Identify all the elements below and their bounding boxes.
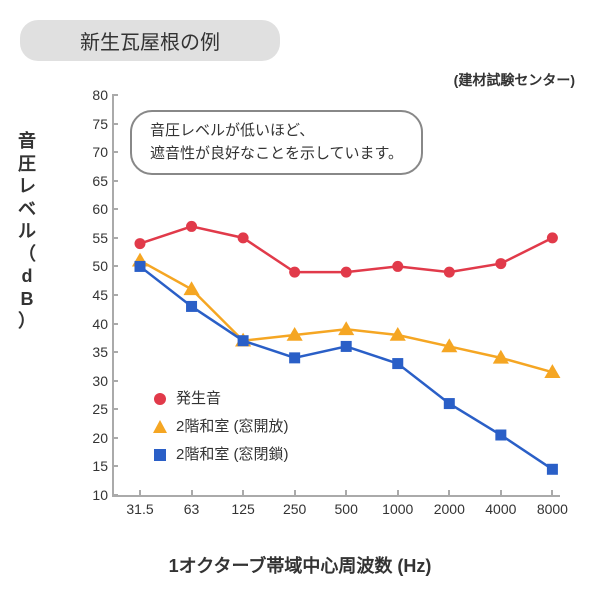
legend-marker — [150, 442, 170, 468]
ytick-label: 80 — [78, 87, 108, 103]
callout-line1: 音圧レベルが低いほど、 — [150, 122, 314, 139]
series-marker — [338, 321, 354, 335]
source-label: (建材試験センター) — [454, 70, 575, 90]
series-marker — [392, 358, 403, 369]
ytick-label: 45 — [78, 287, 108, 303]
series-marker — [341, 341, 352, 352]
series-marker — [186, 221, 197, 232]
ytick-label: 40 — [78, 316, 108, 332]
ytick-label: 30 — [78, 373, 108, 389]
series-marker — [547, 464, 558, 475]
callout-line2: 遮音性が良好なことを示しています。 — [150, 145, 403, 162]
series-marker — [444, 267, 455, 278]
series-marker — [289, 267, 300, 278]
series-marker — [238, 232, 249, 243]
ytick-label: 75 — [78, 116, 108, 132]
series-marker — [238, 335, 249, 346]
plot-container: 101520253035404550556065707580 31.563125… — [70, 95, 570, 525]
legend-marker — [150, 414, 170, 440]
xtick-label: 2000 — [434, 501, 465, 517]
series-marker — [135, 238, 146, 249]
ytick-label: 15 — [78, 458, 108, 474]
legend-row: 2階和室 (窓閉鎖) — [150, 442, 289, 468]
ytick-label: 20 — [78, 430, 108, 446]
series-marker — [135, 261, 146, 272]
series-marker — [289, 352, 300, 363]
legend-label: 2階和室 (窓開放) — [176, 418, 289, 435]
chart-title: 新生瓦屋根の例 — [80, 32, 220, 54]
x-axis-label: 1オクターブ帯域中心周波数 (Hz) — [0, 552, 600, 578]
series-marker — [495, 258, 506, 269]
y-axis-label: 音圧レベル（dB） — [18, 130, 36, 333]
xtick-label: 8000 — [537, 501, 568, 517]
legend-row: 発生音 — [150, 386, 289, 412]
xtick-label: 500 — [335, 501, 358, 517]
callout-note: 音圧レベルが低いほど、 遮音性が良好なことを示しています。 — [130, 110, 423, 175]
xtick-label: 4000 — [485, 501, 516, 517]
series-marker — [444, 398, 455, 409]
ytick-label: 25 — [78, 401, 108, 417]
ytick-label: 50 — [78, 258, 108, 274]
series-marker — [495, 430, 506, 441]
legend-marker — [150, 386, 170, 412]
ytick-label: 65 — [78, 173, 108, 189]
series-marker — [183, 281, 199, 295]
series-marker — [392, 261, 403, 272]
xtick-label: 250 — [283, 501, 306, 517]
xtick-label: 31.5 — [126, 501, 153, 517]
ytick-label: 70 — [78, 144, 108, 160]
ytick-label: 10 — [78, 487, 108, 503]
legend: 発生音 2階和室 (窓開放) 2階和室 (窓閉鎖) — [150, 386, 289, 470]
ytick-label: 55 — [78, 230, 108, 246]
legend-label: 2階和室 (窓閉鎖) — [176, 446, 289, 463]
chart-title-pill: 新生瓦屋根の例 — [20, 20, 280, 61]
series-marker — [547, 232, 558, 243]
ytick-label: 35 — [78, 344, 108, 360]
legend-row: 2階和室 (窓開放) — [150, 414, 289, 440]
legend-label: 発生音 — [176, 390, 221, 407]
ytick-label: 60 — [78, 201, 108, 217]
series-marker — [341, 267, 352, 278]
xtick-label: 63 — [184, 501, 200, 517]
series-marker — [186, 301, 197, 312]
series-line — [140, 226, 552, 272]
xtick-label: 125 — [231, 501, 254, 517]
xtick-label: 1000 — [382, 501, 413, 517]
